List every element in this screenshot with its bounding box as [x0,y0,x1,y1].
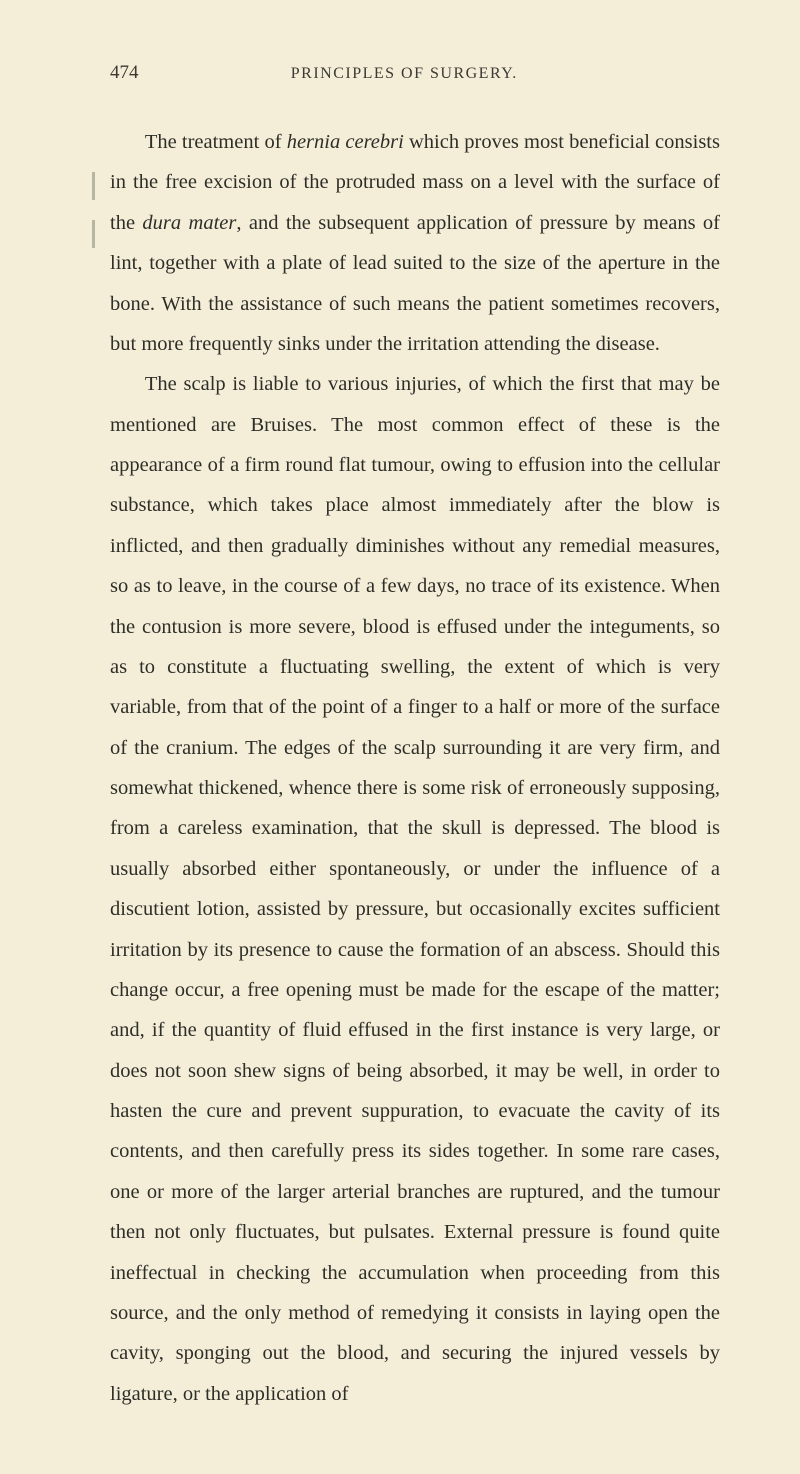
page-number: 474 [110,62,139,84]
margin-marks [92,172,97,312]
running-head: PRINCIPLES OF SURGERY. [139,65,671,83]
body-text: The treatment of hernia cerebri which pr… [110,122,720,1414]
body-text-run: The scalp is liable to various injuries,… [110,373,720,1404]
body-text-run: The treatment of [145,131,287,153]
italic-text: hernia cerebri [287,131,404,153]
page-header: 474 PRINCIPLES OF SURGERY. [110,62,720,84]
italic-text: dura mater [142,212,236,234]
paragraph-2: The scalp is liable to various injuries,… [110,364,720,1414]
paragraph-1: The treatment of hernia cerebri which pr… [110,122,720,364]
document-page: 474 PRINCIPLES OF SURGERY. The treatment… [0,0,800,1474]
margin-mark [92,220,95,248]
margin-mark [92,172,95,200]
